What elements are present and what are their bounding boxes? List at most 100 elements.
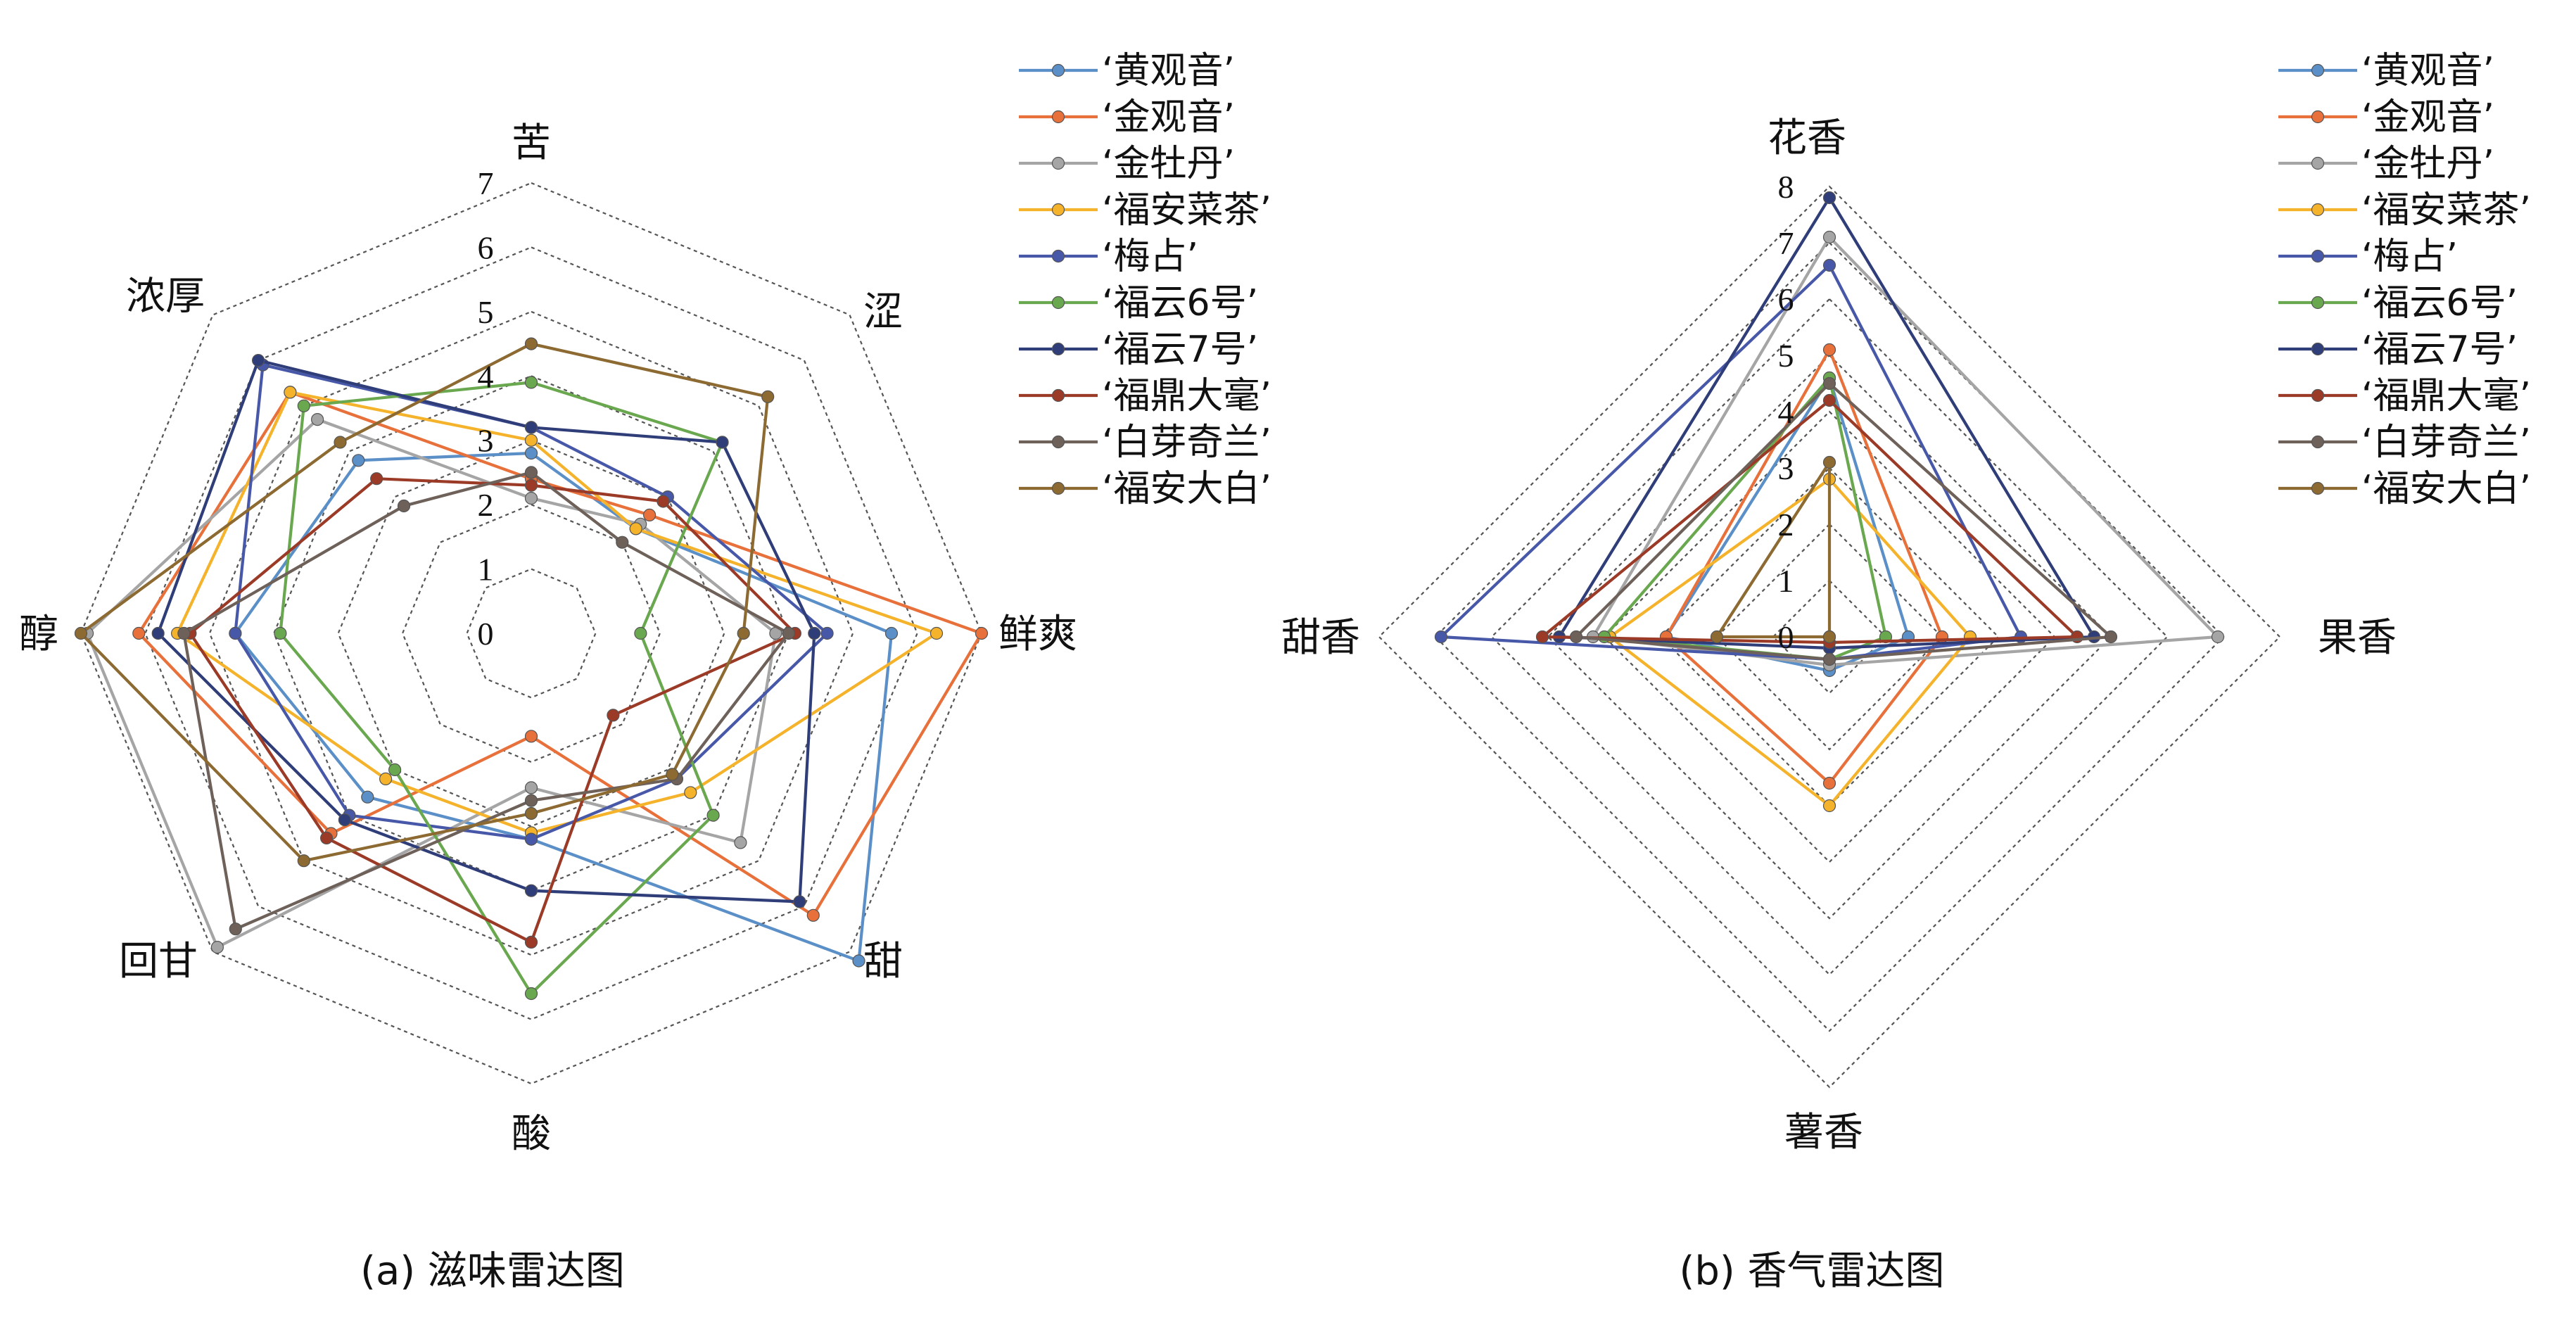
legend-item: ‘金牡丹’ [2278, 143, 2494, 185]
series-8 [184, 472, 802, 949]
data-point [734, 836, 747, 849]
legend-label: ‘金牡丹’ [2361, 143, 2494, 185]
data-point [820, 626, 834, 640]
data-point [642, 508, 656, 522]
legend-item: ‘福安菜茶’ [1019, 189, 1271, 232]
legend-item: ‘福云7号’ [1019, 329, 1258, 371]
data-point [524, 466, 538, 479]
taste-radar-caption: (a) 滋味雷达图 [360, 1248, 625, 1294]
data-point [524, 337, 538, 350]
series-line [1714, 457, 1832, 639]
data-point [666, 768, 679, 781]
data-point [607, 709, 620, 722]
aroma-radar-caption: (b) 香气雷达图 [1679, 1248, 1944, 1294]
data-point [361, 790, 374, 804]
legend-swatch-marker [2311, 156, 2325, 170]
data-point [388, 763, 402, 777]
legend-swatch-marker [1051, 435, 1065, 449]
data-point [352, 454, 365, 467]
taste-radar-ticks: 0 1 2 3 4 5 6 7 [478, 165, 494, 652]
data-point [524, 421, 538, 434]
legend-label: ‘金观音’ [1102, 96, 1235, 139]
legend-label: ‘金观音’ [2361, 96, 2494, 139]
legend-swatch-marker [2311, 481, 2325, 495]
axis-label: 甜香 [1281, 615, 1360, 661]
legend-item: ‘福云7号’ [2278, 329, 2518, 371]
data-point [2104, 630, 2118, 644]
legend-swatch-marker [2311, 342, 2325, 356]
data-point [808, 626, 821, 640]
data-point [884, 626, 899, 640]
taste-radar-series [74, 337, 989, 1001]
series-line [137, 390, 984, 918]
data-point [524, 730, 538, 743]
series-10 [1710, 455, 1836, 644]
data-point [274, 626, 287, 640]
tick-label: 6 [478, 229, 494, 265]
data-point [524, 376, 538, 389]
data-point [338, 813, 351, 827]
data-point [524, 433, 538, 447]
grid-ring [401, 503, 661, 763]
legend-item: ‘白芽奇兰’ [2278, 422, 2531, 464]
grid-ring [1547, 354, 2112, 920]
legend-swatch-marker [1051, 388, 1065, 403]
data-point [684, 786, 697, 799]
legend-item: ‘黄观音’ [1019, 50, 1235, 92]
legend-item: ‘金观音’ [2278, 96, 2494, 139]
data-point [524, 832, 538, 846]
legend-label: ‘福云7号’ [2361, 329, 2518, 371]
series-line [1538, 398, 2081, 645]
axis-label: 鲜爽 [998, 612, 1077, 657]
legend-label: ‘梅占’ [1102, 236, 1198, 278]
legend-item: ‘金牡丹’ [1019, 143, 1235, 185]
data-point [524, 987, 538, 1001]
data-point [806, 908, 820, 922]
legend-swatch-marker [1051, 203, 1065, 217]
data-point [782, 626, 795, 640]
data-point [397, 499, 411, 513]
legend-label: ‘白芽奇兰’ [2361, 422, 2531, 464]
legend-label: ‘黄观音’ [1102, 50, 1235, 92]
legend-swatch-marker [2311, 249, 2325, 263]
legend-label: ‘福安大白’ [1102, 468, 1271, 510]
data-point [524, 806, 538, 820]
legend-item: ‘金观音’ [1019, 96, 1235, 139]
legend-item: ‘梅占’ [1019, 236, 1198, 278]
data-point [1822, 455, 1836, 469]
legend-item: ‘福鼎大毫’ [1019, 375, 1271, 417]
legend-item: ‘白芽奇兰’ [1019, 422, 1271, 464]
legend-swatch-marker [1051, 110, 1065, 124]
tick-label: 2 [478, 487, 494, 523]
legend-label: ‘白芽奇兰’ [1102, 422, 1271, 464]
data-point [616, 536, 629, 549]
data-point [1822, 652, 1836, 666]
data-point [1569, 630, 1583, 644]
legend-swatch-marker [1051, 481, 1065, 495]
data-point [1434, 630, 1448, 644]
series-9 [1569, 376, 2118, 666]
series-3 [80, 412, 782, 954]
grid-ring [208, 310, 854, 956]
legend-label: ‘福云6号’ [2361, 282, 2518, 324]
data-point [852, 954, 865, 968]
data-point [2211, 630, 2225, 644]
series-line [1438, 262, 2024, 661]
axis-label: 浓厚 [126, 274, 205, 319]
legend-label: ‘福云7号’ [1102, 329, 1258, 371]
series-9 [177, 466, 795, 936]
data-point [706, 809, 720, 822]
data-point [370, 472, 383, 486]
tick-label: 4 [1778, 394, 1794, 430]
legend-label: ‘福鼎大毫’ [2361, 375, 2531, 417]
axis-label: 涩 [863, 289, 903, 335]
tick-label: 7 [1778, 225, 1794, 261]
data-point [975, 626, 989, 640]
data-point [151, 626, 165, 640]
data-point [524, 794, 538, 807]
data-point [297, 854, 310, 868]
grid-ring [1659, 467, 2000, 807]
data-point [716, 436, 729, 449]
data-point [311, 412, 324, 426]
